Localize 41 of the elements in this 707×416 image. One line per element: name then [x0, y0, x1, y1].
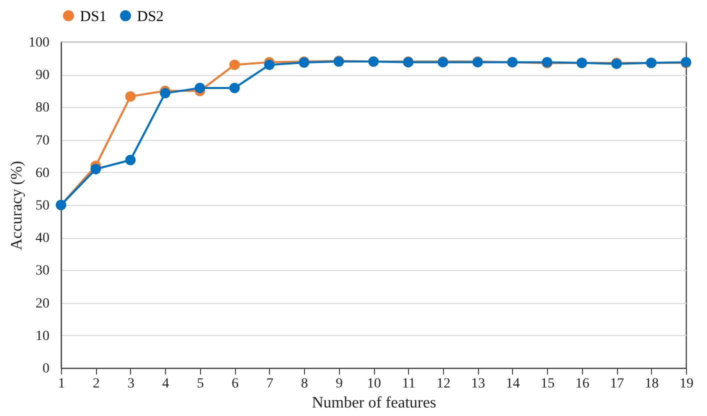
- point: [125, 154, 136, 166]
- x-tick-label: 11: [402, 376, 416, 392]
- x-tick-label: 17: [610, 376, 624, 392]
- x-tick-label: 9: [336, 376, 343, 392]
- x-tick-label: 7: [266, 376, 274, 392]
- x-tick-label: 15: [540, 376, 555, 392]
- point: [90, 164, 101, 174]
- point: [229, 82, 240, 94]
- y-tick-label: 30: [36, 264, 50, 279]
- x-tick-label: 4: [162, 376, 170, 392]
- y-tick-label: 40: [36, 231, 50, 246]
- x-tick-label: 3: [127, 376, 134, 392]
- x-tick-label: 12: [436, 376, 450, 392]
- y-tick-label: 0: [42, 362, 50, 376]
- x-tick-label: 5: [196, 376, 204, 392]
- x-tick-label: 14: [506, 376, 520, 392]
- x-tick-label: 16: [575, 376, 590, 392]
- y-tick-label: 100: [28, 36, 50, 50]
- point: [264, 60, 275, 70]
- x-tick-label: 13: [471, 376, 486, 392]
- y-tick-label: 50: [36, 198, 50, 214]
- point: [194, 82, 206, 94]
- x-tick-label: 18: [644, 376, 659, 392]
- x-tick-label: 8: [301, 376, 308, 392]
- legend-label: DS2: [137, 8, 164, 25]
- y-tick-label: 70: [36, 133, 50, 148]
- x-tick-label: 10: [367, 376, 381, 392]
- x-tick-label: 19: [680, 376, 694, 392]
- point: [125, 91, 136, 102]
- x-tick-label: 6: [232, 376, 239, 392]
- y-tick-label: 10: [36, 328, 50, 344]
- point: [229, 60, 240, 70]
- x-axis-title: Number of features: [312, 394, 436, 412]
- y-tick-label: 90: [36, 68, 50, 84]
- x-tick-label: 2: [92, 376, 100, 392]
- y-tick-label: 80: [36, 100, 50, 116]
- y-axis-title: Accuracy (%): [8, 160, 26, 250]
- legend-label: DS1: [80, 8, 107, 25]
- y-tick-label: 60: [36, 166, 50, 181]
- x-tick-label: 1: [58, 376, 65, 392]
- y-tick-label: 20: [36, 296, 50, 312]
